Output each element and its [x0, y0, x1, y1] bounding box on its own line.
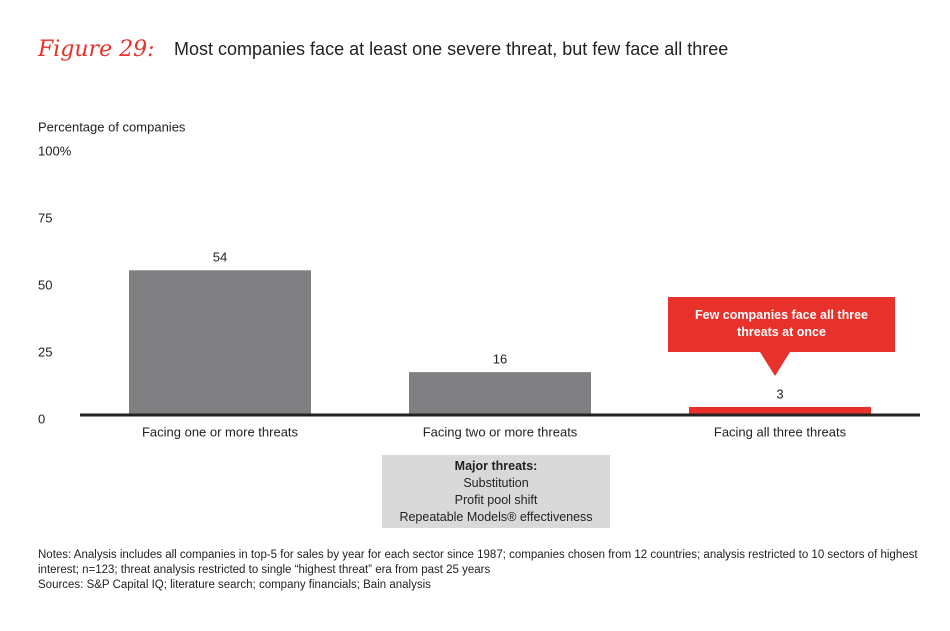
bar [129, 270, 311, 415]
notes-text: Notes: Analysis includes all companies i… [38, 549, 918, 576]
x-tick-label: Facing two or more threats [423, 424, 578, 439]
threats-box [382, 455, 610, 528]
chart-title: Most companies face at least one severe … [174, 39, 728, 59]
data-label: 54 [213, 250, 227, 265]
annotation: Few companies face all three threats at … [695, 308, 868, 339]
callout-pointer [760, 352, 790, 376]
x-tick-label: Facing all three threats [714, 424, 847, 439]
threat: Profit pool shift [454, 493, 538, 507]
y-axis-label: Percentage of companies [38, 119, 186, 134]
sources-text: Sources: S&P Capital IQ; literature sear… [38, 579, 431, 591]
threat: Substitution [463, 476, 529, 490]
data-label: 16 [493, 352, 507, 367]
bar [689, 406, 871, 415]
notes: Notes: Analysis includes all companies i… [38, 548, 918, 593]
bar [409, 372, 591, 415]
figure-label: Figure 29: [37, 37, 155, 62]
y-tick-label: 25 [38, 344, 52, 359]
y-tick-label: 50 [38, 277, 52, 292]
threats-heading: Major threats: [454, 459, 538, 473]
data-label: 3 [776, 386, 783, 401]
threats-text: Major threats: Substitution Profit pool … [382, 458, 610, 526]
y-tick-label: 0 [38, 411, 45, 426]
threat: Repeatable Models® effectiveness [399, 510, 593, 524]
y-tick-label: 100% [38, 143, 72, 158]
y-tick-label: 75 [38, 210, 52, 225]
x-tick-label: Facing one or more threats [142, 424, 299, 439]
callout [668, 297, 895, 352]
